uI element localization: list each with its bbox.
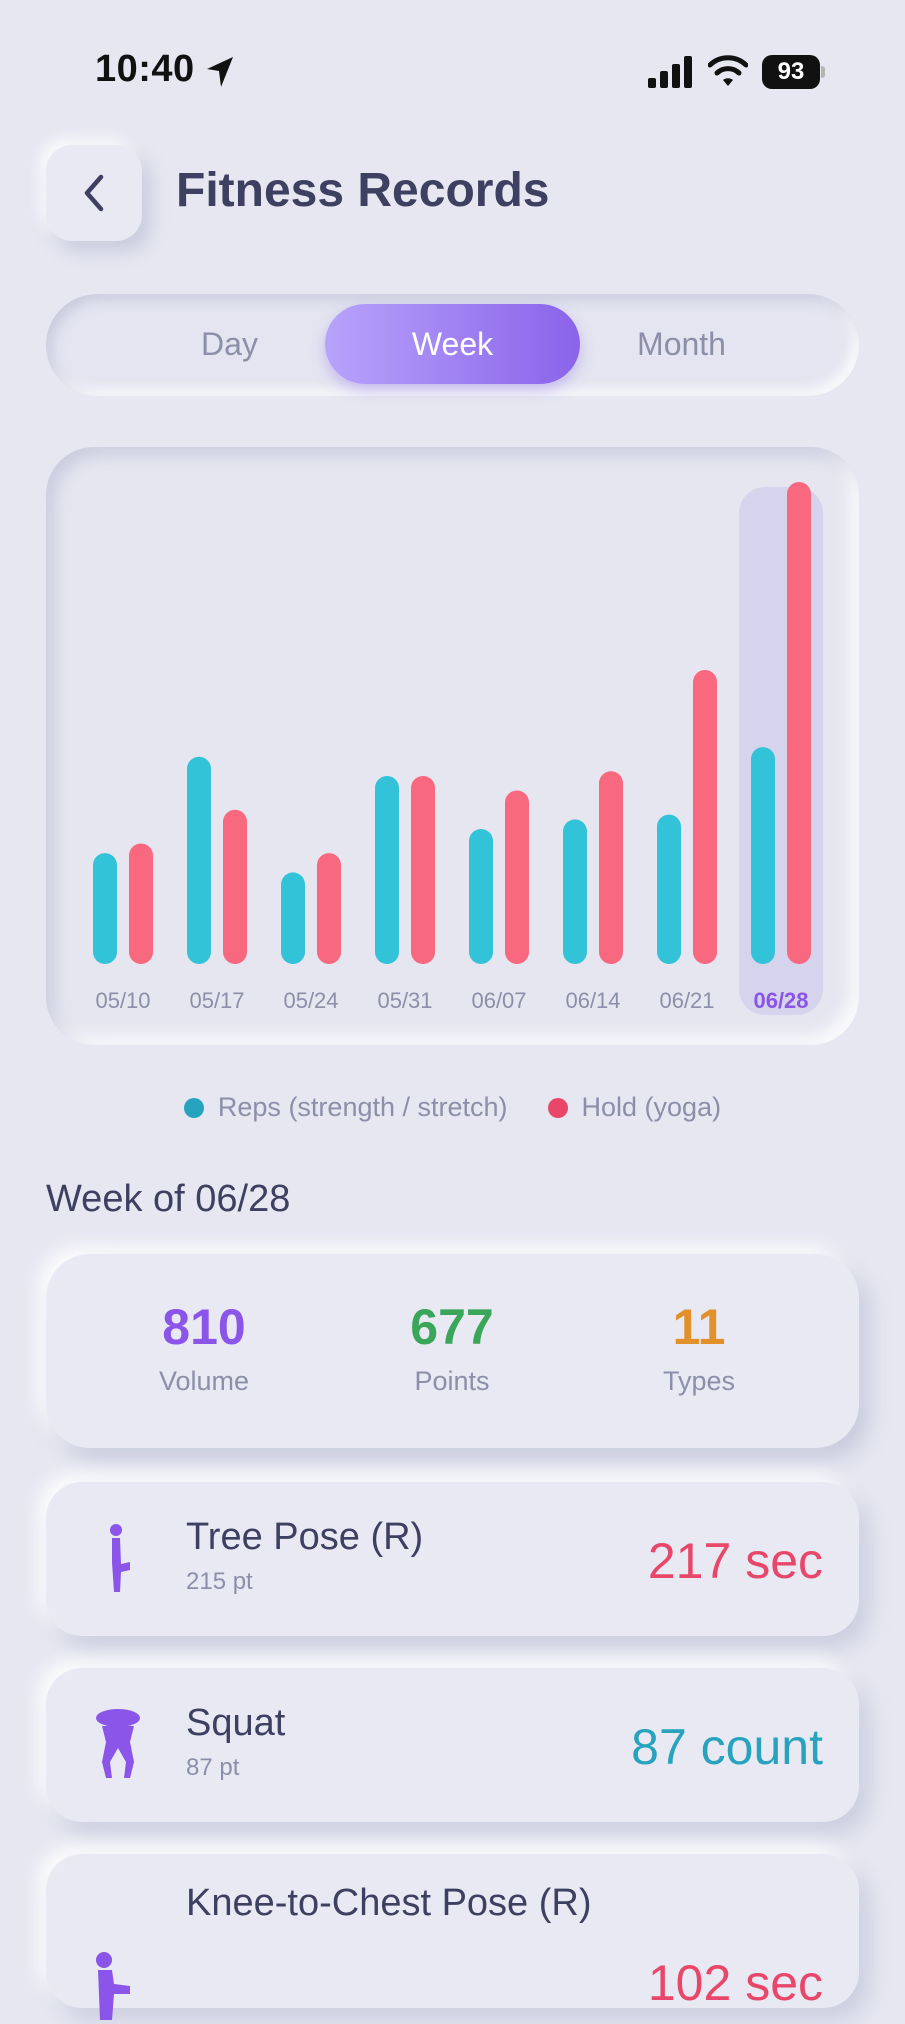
reps-bar-06-28[interactable]: [751, 747, 775, 964]
exercise-value: 87 count: [631, 1719, 823, 1775]
exercise-value: 217 sec: [647, 1533, 823, 1589]
hold-bar-05-10[interactable]: [129, 843, 153, 965]
x-tick-label: 06/21: [659, 988, 714, 1013]
reps-bar-05-31[interactable]: [375, 776, 399, 964]
hold-bar-05-17[interactable]: [223, 809, 247, 964]
reps-bar-06-14[interactable]: [563, 819, 587, 964]
reps-bar-06-21[interactable]: [657, 814, 681, 964]
exercise-name: Tree Pose (R): [186, 1516, 424, 1558]
stat-types-label: Types: [662, 1366, 736, 1396]
chevron-left-icon: [84, 174, 104, 212]
stat-types-value: 11: [672, 1299, 726, 1355]
stat-volume-label: Volume: [158, 1366, 250, 1396]
x-tick-label: 06/28: [753, 988, 808, 1013]
exercise-item-knee-to-chest[interactable]: Knee-to-Chest Pose (R) 102 sec: [46, 1854, 859, 2020]
bar-chart-card: 05/10 05/17 05/24 05/31 06/07 06/14 06/21 06/28: [46, 447, 859, 1045]
x-tick-label: 05/24: [283, 988, 338, 1013]
legend-label-hold: Hold (yoga): [581, 1092, 722, 1122]
exercise-points: 215 pt: [186, 1568, 253, 1595]
legend-label-reps: Reps (strength / stretch): [217, 1092, 508, 1122]
wifi-icon: [708, 55, 748, 86]
tab-month[interactable]: Month: [637, 325, 726, 362]
reps-bar-06-07[interactable]: [469, 829, 493, 964]
hold-bar-05-31[interactable]: [411, 776, 435, 964]
exercise-item-squat[interactable]: Squat 87 pt 87 count: [46, 1668, 859, 1822]
chart-legend: Reps (strength / stretch) Hold (yoga): [0, 1092, 905, 1123]
stat-points-label: Points: [414, 1366, 490, 1396]
stat-volume: 810 Volume: [104, 1298, 304, 1397]
tab-day[interactable]: Day: [201, 325, 258, 362]
legend-item-reps: Reps (strength / stretch): [183, 1092, 508, 1123]
back-button[interactable]: [46, 145, 142, 241]
battery-level: 93: [762, 55, 820, 89]
tree-pose-icon: [110, 1524, 130, 1592]
status-time: 10:40: [95, 48, 195, 90]
exercise-value: 102 sec: [647, 1955, 823, 2011]
hold-bar-05-24[interactable]: [317, 853, 341, 964]
x-tick-label: 06/14: [565, 988, 620, 1013]
stat-volume-value: 810: [162, 1299, 246, 1355]
location-arrow-icon: [207, 57, 233, 87]
battery-icon: 93: [762, 55, 826, 89]
exercise-name: Knee-to-Chest Pose (R): [186, 1882, 592, 1924]
x-tick-label: 05/17: [189, 988, 244, 1013]
reps-bar-05-10[interactable]: [93, 853, 117, 964]
stat-types: 11 Types: [599, 1298, 799, 1397]
period-segmented-control: Day Week Month: [46, 294, 859, 396]
exercise-points: 87 pt: [186, 1754, 240, 1781]
page-title: Fitness Records: [176, 164, 550, 217]
tab-week[interactable]: Week: [325, 304, 580, 384]
week-title: Week of 06/28: [46, 1178, 291, 1220]
legend-dot-hold: [547, 1097, 568, 1118]
stat-points-value: 677: [410, 1299, 494, 1355]
hold-bar-06-07[interactable]: [505, 790, 529, 964]
squat-icon: [96, 1709, 140, 1778]
hold-bar-06-14[interactable]: [599, 771, 623, 964]
hold-bar-06-21[interactable]: [693, 669, 717, 964]
x-tick-label: 06/07: [471, 988, 526, 1013]
week-stats-card: 810 Volume 677 Points 11 Types: [46, 1254, 859, 1448]
reps-bar-05-17[interactable]: [187, 756, 211, 964]
knee-to-chest-icon: [96, 1952, 130, 2020]
reps-bar-05-24[interactable]: [281, 872, 305, 964]
stat-points: 677 Points: [352, 1298, 552, 1397]
legend-dot-reps: [183, 1097, 204, 1118]
x-tick-label: 05/10: [95, 988, 150, 1013]
legend-item-hold: Hold (yoga): [547, 1092, 722, 1123]
bar-chart: 05/10 05/17 05/24 05/31 06/07 06/14 06/21 06/28: [93, 482, 823, 1015]
exercise-item-tree-pose[interactable]: Tree Pose (R) 215 pt 217 sec: [46, 1482, 859, 1636]
hold-bar-06-28[interactable]: [787, 482, 811, 964]
cellular-signal-icon: [648, 56, 692, 88]
x-tick-label: 05/31: [377, 988, 432, 1013]
exercise-name: Squat: [186, 1702, 286, 1744]
